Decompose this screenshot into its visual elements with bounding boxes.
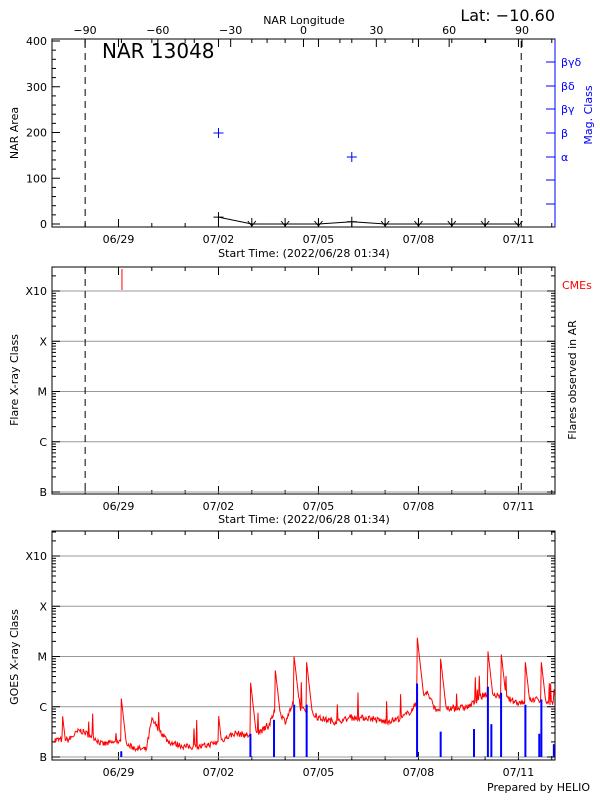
panel1-lon-tick-label: 60 xyxy=(442,24,456,37)
panel1-xtick-label: 07/05 xyxy=(303,233,335,246)
latitude-label: Lat: −10.60 xyxy=(460,6,555,25)
mag-class-label-beta: β xyxy=(561,127,568,140)
flare-bar xyxy=(120,751,123,757)
panel2-xtick-label: 07/11 xyxy=(503,500,535,513)
flare-bar xyxy=(249,733,252,757)
mag-class-label-beta-gamma: βγ xyxy=(561,103,575,116)
panel2-ytick-label: X xyxy=(39,335,47,348)
area-line xyxy=(218,216,519,225)
top-xlabel: NAR Longitude xyxy=(263,14,345,27)
panel2-xtick-label: 07/05 xyxy=(303,500,335,513)
panel1-xtick-label: 07/08 xyxy=(403,233,435,246)
panel3-ytick-label: C xyxy=(39,701,47,714)
area-point-zero xyxy=(247,218,257,227)
flare-bar xyxy=(486,686,489,757)
panel1-xtick-label: 07/02 xyxy=(203,233,235,246)
flare-bar xyxy=(416,683,419,757)
panel1-xlabel: Start Time: (2022/06/28 01:34) xyxy=(218,247,390,260)
area-point xyxy=(346,216,357,227)
area-point-zero xyxy=(480,218,490,227)
goes-flux-line xyxy=(53,637,556,753)
mag-class-label-beta-gamma-delta: βγδ xyxy=(561,56,582,69)
area-point-zero xyxy=(414,218,423,227)
panel1-frame xyxy=(51,38,556,228)
flare-bar xyxy=(439,731,442,757)
mag-class-label-alpha: α xyxy=(561,151,568,164)
mag-class-point xyxy=(346,152,357,162)
panel3-ytick-label: X xyxy=(39,600,47,613)
footer-credit: Prepared by HELIO xyxy=(487,781,590,794)
flare-bar xyxy=(540,699,543,757)
panel3-ylabel: GOES X-ray Class xyxy=(8,609,21,705)
panel2-ytick-label: M xyxy=(38,386,48,399)
panel2-ytick-label: C xyxy=(39,436,47,449)
panel3-frame xyxy=(51,530,556,761)
panel3-xtick-label: 07/05 xyxy=(303,766,335,779)
panel2-xtick-label: 07/08 xyxy=(403,500,435,513)
panel3-xtick-label: 07/02 xyxy=(203,766,235,779)
panel1-xtick-label: 07/11 xyxy=(503,233,535,246)
panel2-xtick-label: 06/29 xyxy=(103,500,135,513)
panel1-y2label: Mag. Class xyxy=(582,85,595,144)
flare-bar xyxy=(524,704,527,757)
mag-class-point xyxy=(213,128,224,138)
panel1-ytick-label: 200 xyxy=(26,127,47,140)
panel1-ytick-label: 300 xyxy=(26,81,47,94)
panel3-xtick-label: 07/11 xyxy=(503,766,535,779)
flare-bar xyxy=(305,704,308,757)
flare-bar xyxy=(473,729,476,757)
flare-bar xyxy=(500,692,503,757)
mag-class-label-beta-delta: βδ xyxy=(561,80,575,93)
panel1-ytick-label: 100 xyxy=(26,172,47,185)
panel1-ytick-label: 400 xyxy=(26,35,47,48)
area-point-zero xyxy=(447,218,457,227)
flare-bar xyxy=(490,724,493,757)
panel2-xtick-label: 07/02 xyxy=(203,500,235,513)
area-point-zero xyxy=(380,218,390,227)
panel1-ytick-label: 0 xyxy=(40,218,47,231)
area-point-zero xyxy=(314,218,323,227)
panel1-lon-tick-label: 90 xyxy=(515,24,529,37)
panel1-lon-tick-label: 30 xyxy=(369,24,383,37)
area-point-zero xyxy=(280,218,290,227)
panel2-y2label: Flares observed in AR xyxy=(566,320,579,440)
flare-bar xyxy=(552,744,555,757)
panel1-lon-tick-label: −30 xyxy=(219,24,242,37)
panel3-ytick-label: X10 xyxy=(25,550,47,563)
panel2-frame xyxy=(51,266,556,495)
flare-bar xyxy=(293,704,296,757)
panel3-xtick-label: 07/08 xyxy=(403,766,435,779)
panel2-ytick-label: B xyxy=(39,486,47,499)
panel1-lon-tick-label: −60 xyxy=(146,24,169,37)
panel2-ylabel: Flare X-ray Class xyxy=(8,334,21,426)
panel1-lon-tick-label: −90 xyxy=(73,24,96,37)
panel1-ylabel: NAR Area xyxy=(8,107,21,159)
cme-label: CMEs xyxy=(562,279,592,292)
panel3-ytick-label: M xyxy=(38,651,48,664)
panel2-ytick-label: X10 xyxy=(25,285,47,298)
panel1-lon-tick-label: 0 xyxy=(300,24,307,37)
panel1-xtick-label: 06/29 xyxy=(103,233,135,246)
area-point-zero xyxy=(514,218,523,227)
area-point xyxy=(213,212,224,223)
panel3-xtick-label: 06/29 xyxy=(103,766,135,779)
flare-bar xyxy=(273,719,276,757)
panel2-xlabel: Start Time: (2022/06/28 01:34) xyxy=(218,513,390,526)
panel3-ytick-label: B xyxy=(39,751,47,764)
flare-bar xyxy=(538,733,541,757)
